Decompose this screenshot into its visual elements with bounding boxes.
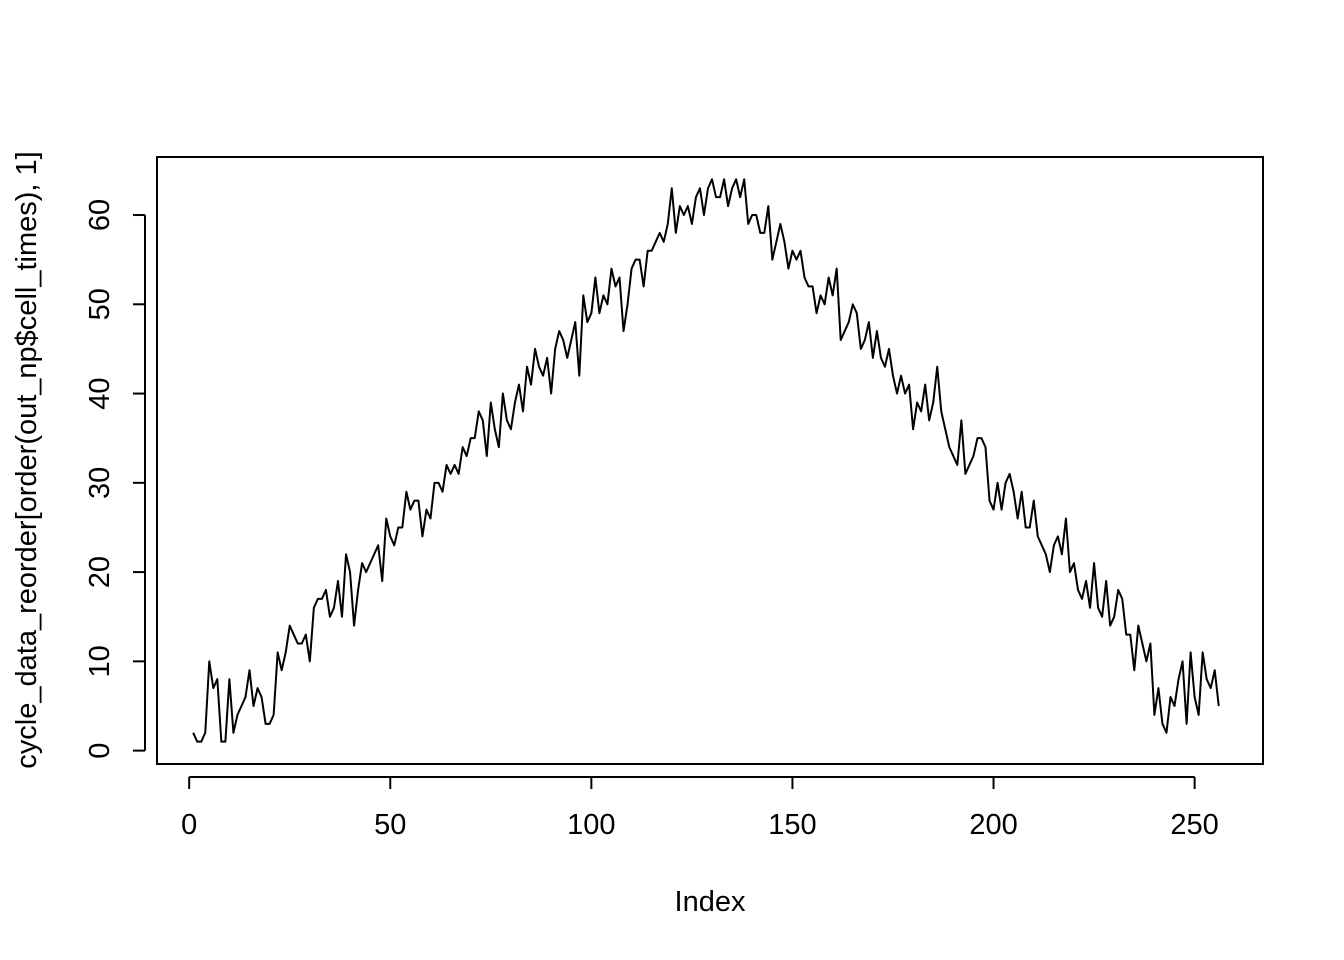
series-line xyxy=(192,178,1220,743)
y-tick-label: 0 xyxy=(84,743,116,759)
y-axis-title: cycle_data_reorder[order(out_np$cell_tim… xyxy=(11,151,43,768)
y-tick-label: 40 xyxy=(84,377,116,409)
y-tick-label: 50 xyxy=(84,288,116,320)
x-tick-label: 50 xyxy=(374,809,406,841)
x-tick-label: 100 xyxy=(567,809,615,841)
x-tick-label: 250 xyxy=(1170,809,1218,841)
y-axis: 0 10 20 30 40 50 60 xyxy=(84,199,146,759)
x-tick-label: 0 xyxy=(181,809,197,841)
x-axis: 0 50 100 150 200 250 xyxy=(181,776,1219,841)
y-tick-label: 60 xyxy=(84,199,116,231)
x-axis-title: Index xyxy=(675,886,746,918)
x-tick-label: 200 xyxy=(969,809,1017,841)
plot-frame xyxy=(156,156,1264,765)
y-tick-label: 10 xyxy=(84,645,116,677)
y-tick-label: 20 xyxy=(84,556,116,588)
x-tick-label: 150 xyxy=(768,809,816,841)
y-tick-label: 30 xyxy=(84,467,116,499)
